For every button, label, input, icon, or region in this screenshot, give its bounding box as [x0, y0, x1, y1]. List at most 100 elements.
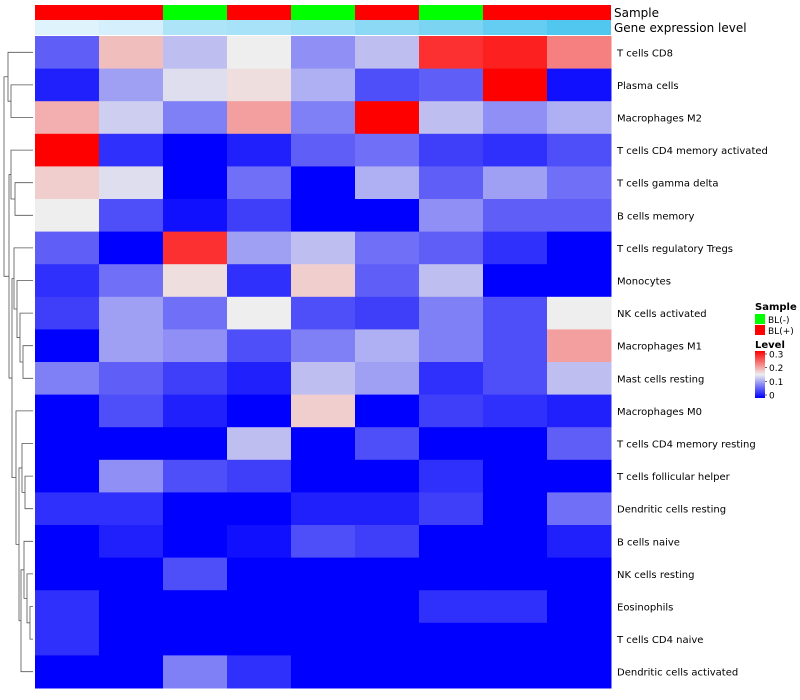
heatmap-cell: [291, 362, 356, 396]
heatmap-cell: [227, 525, 292, 559]
heatmap-cell: [163, 427, 228, 461]
heatmap-cell: [35, 101, 100, 135]
heatmap-cell: [355, 557, 420, 591]
heatmap-cell: [291, 492, 356, 526]
heatmap-cell: [291, 557, 356, 591]
heatmap-cell: [419, 133, 484, 167]
row-label: Monocytes: [617, 277, 671, 288]
heatmap-cell: [227, 231, 292, 265]
level-tick-label: 0.1: [769, 378, 783, 388]
row-label: T cells CD4 memory resting: [616, 440, 756, 451]
row-label: Macrophages M1: [617, 342, 702, 353]
sample-legend-swatch: [755, 325, 765, 335]
heatmap-cell: [419, 36, 484, 70]
heatmap-cell: [99, 622, 164, 656]
heatmap-cell: [419, 199, 484, 233]
heatmap-cell: [419, 394, 484, 428]
heatmap-cell: [227, 199, 292, 233]
heatmap-cell: [419, 557, 484, 591]
expression-track-cell: [355, 20, 419, 35]
heatmap-cell: [227, 101, 292, 135]
heatmap-cell: [547, 68, 612, 102]
row-label: Plasma cells: [617, 81, 679, 92]
heatmap-cell: [163, 231, 228, 265]
sample-track-cell: [355, 5, 419, 20]
row-label: T cells regulatory Tregs: [616, 244, 733, 255]
heatmap-cell: [483, 101, 548, 135]
heatmap-cell: [99, 329, 164, 363]
heatmap-cell: [227, 557, 292, 591]
sample-track-cell: [291, 5, 355, 20]
heatmap-cell: [483, 459, 548, 493]
expression-track-cell: [163, 20, 227, 35]
heatmap-cell: [227, 590, 292, 624]
heatmap-cell: [163, 557, 228, 591]
heatmap-cell: [483, 362, 548, 396]
heatmap-cell: [547, 362, 612, 396]
expression-track-cell: [227, 20, 291, 35]
heatmap-cell: [227, 459, 292, 493]
heatmap-cell: [35, 590, 100, 624]
row-label: Macrophages M2: [617, 114, 702, 125]
heatmap-cell: [419, 68, 484, 102]
heatmap-cell: [99, 199, 164, 233]
sample-legend-swatch: [755, 314, 765, 324]
heatmap-cell: [99, 590, 164, 624]
heatmap-cell: [291, 199, 356, 233]
heatmap-cell: [227, 296, 292, 330]
heatmap-cell: [355, 655, 420, 689]
heatmap-cell: [35, 296, 100, 330]
heatmap-cell: [355, 296, 420, 330]
heatmap-cell: [99, 166, 164, 200]
heatmap-cell: [163, 655, 228, 689]
heatmap-cell: [483, 36, 548, 70]
heatmap-cell: [483, 590, 548, 624]
heatmap-cell: [35, 655, 100, 689]
heatmap-cell: [419, 362, 484, 396]
row-label: Eosinophils: [617, 603, 673, 614]
row-dendrogram: [3, 51, 33, 673]
heatmap-cell: [163, 362, 228, 396]
heatmap-cell: [355, 459, 420, 493]
row-label: NK cells resting: [617, 570, 694, 581]
heatmap-cell: [547, 622, 612, 656]
expression-track-cell: [547, 20, 611, 35]
heatmap-cell: [227, 36, 292, 70]
heatmap-cell: [227, 133, 292, 167]
heatmap-cell: [483, 231, 548, 265]
heatmap-cell: [227, 264, 292, 298]
heatmap-cell: [163, 68, 228, 102]
heatmap-cell: [547, 557, 612, 591]
heatmap-cell: [227, 68, 292, 102]
row-label: T cells follicular helper: [616, 472, 731, 483]
heatmap-cell: [355, 36, 420, 70]
heatmap-cell: [35, 36, 100, 70]
heatmap-cell: [483, 329, 548, 363]
row-label: T cells CD4 naive: [616, 635, 703, 646]
heatmap-cell: [35, 199, 100, 233]
heatmap-cell: [419, 329, 484, 363]
heatmap-cell: [35, 362, 100, 396]
sample-track-cell: [547, 5, 611, 20]
level-tick-label: 0.3: [769, 351, 783, 361]
heatmap-cell: [483, 68, 548, 102]
heatmap-cell: [163, 199, 228, 233]
expression-track-cell: [35, 20, 99, 35]
heatmap-cell: [291, 655, 356, 689]
heatmap-cell: [99, 362, 164, 396]
row-label: T cells gamma delta: [616, 179, 718, 190]
heatmap-cell: [291, 622, 356, 656]
row-label: Mast cells resting: [617, 374, 704, 385]
dendrogram-branches: [3, 51, 33, 673]
heatmap-cell: [35, 231, 100, 265]
heatmap-cell: [547, 264, 612, 298]
heatmap-cell: [227, 655, 292, 689]
heatmap-cell: [547, 199, 612, 233]
heatmap-cell: [35, 427, 100, 461]
row-labels: T cells CD8 Plasma cells Macrophages M2 T c…: [616, 48, 768, 678]
heatmap-cell: [35, 264, 100, 298]
heatmap-cell: [163, 296, 228, 330]
heatmap-cell: [483, 394, 548, 428]
heatmap-cell: [163, 264, 228, 298]
expression-track-cell: [291, 20, 355, 35]
